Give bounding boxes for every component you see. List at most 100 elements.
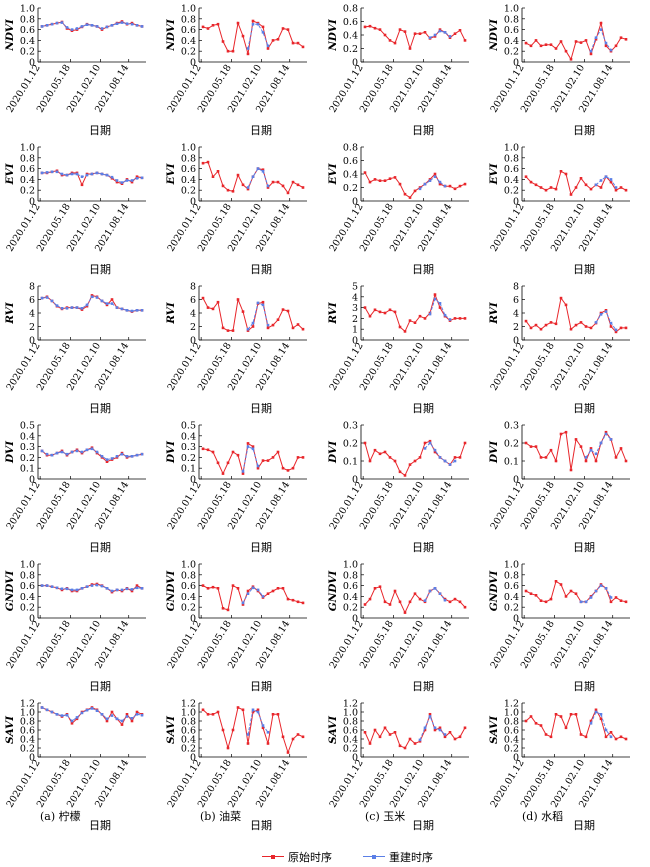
data-point [539, 186, 543, 189]
data-point [85, 303, 89, 307]
data-point [251, 586, 255, 590]
data-point [428, 312, 432, 316]
data-point [594, 589, 598, 593]
y-axis-label: SAVI [327, 715, 339, 744]
data-point [599, 441, 603, 445]
data-point [201, 447, 205, 451]
data-point [201, 161, 205, 165]
data-point [110, 710, 114, 714]
data-point [286, 309, 290, 313]
y-tick-label: 0 [513, 58, 519, 69]
y-tick-label: 8 [29, 282, 35, 293]
data-point [448, 731, 452, 734]
data-point [241, 472, 245, 475]
data-point [579, 733, 583, 736]
y-tick-label: 0.6 [504, 581, 519, 592]
data-point [423, 728, 427, 732]
data-point [453, 187, 457, 191]
data-point [246, 329, 250, 332]
data-point [423, 441, 427, 445]
y-tick-label: 6 [513, 295, 519, 306]
data-point [251, 447, 255, 451]
data-point [363, 306, 367, 309]
y-tick-label: 1.0 [20, 4, 35, 15]
data-point [65, 26, 69, 29]
y-tick-label: 0.2 [181, 603, 196, 614]
x-axis-label: 日期 [573, 680, 595, 693]
y-axis-label: GNDVI [488, 570, 500, 612]
data-point [40, 171, 44, 175]
data-point [378, 452, 382, 456]
data-point [45, 452, 49, 456]
data-point [85, 448, 89, 452]
data-point [291, 598, 295, 602]
y-tick-label: 1.0 [504, 4, 519, 15]
data-point [363, 441, 367, 445]
data-point [140, 25, 144, 28]
caption-a: (a) 柠檬 [40, 810, 81, 823]
data-point [135, 309, 139, 312]
data-point [594, 183, 598, 187]
data-point [624, 600, 628, 604]
data-point [95, 296, 99, 299]
data-point [90, 447, 94, 451]
data-point [383, 600, 387, 604]
y-tick-label: 0.2 [20, 47, 35, 58]
data-point [301, 327, 305, 331]
data-point [378, 735, 382, 739]
data-point [453, 32, 457, 35]
data-point [90, 295, 94, 299]
y-tick-label: 0.4 [181, 175, 196, 186]
data-point [125, 715, 129, 718]
data-point [609, 321, 613, 325]
x-axis-label: 日期 [89, 680, 111, 693]
y-tick-label: 0.4 [504, 592, 519, 603]
data-point [130, 179, 134, 182]
y-tick-label: 0.8 [20, 153, 35, 164]
chart-panel: 00.20.40.60.81.0GNDVI2020.01.122020.05.1… [488, 560, 630, 693]
data-point [594, 459, 598, 463]
data-point [403, 746, 407, 750]
data-point [266, 731, 270, 734]
y-tick-label: 0.8 [504, 153, 519, 164]
data-point [579, 41, 583, 44]
y-tick-label: 0 [190, 475, 196, 486]
y-axis-label: RVI [4, 301, 16, 324]
data-point [423, 317, 427, 320]
data-point [276, 587, 280, 590]
data-point [60, 307, 64, 310]
data-point [453, 737, 457, 741]
data-point [453, 317, 457, 320]
chart-panel: 00.20.40.60.81.0GNDVI2020.01.122020.05.1… [165, 560, 307, 693]
data-point [589, 722, 593, 725]
data-point [115, 455, 119, 458]
data-point [614, 456, 618, 459]
data-point [554, 47, 558, 50]
data-point [363, 171, 367, 174]
data-point [584, 735, 588, 739]
chart-panel: 00.20.40.60.81.0EVI2020.01.122020.05.182… [4, 143, 146, 276]
data-point [443, 459, 447, 463]
data-point [55, 170, 59, 174]
data-point [624, 459, 628, 463]
data-point [115, 22, 119, 25]
data-point [619, 735, 623, 739]
data-point [388, 733, 392, 736]
data-point [453, 459, 457, 463]
y-tick-label: 3 [352, 303, 358, 314]
data-point [599, 717, 603, 721]
chart-panel: 00.20.40.60.81.0NDVI2020.01.122020.05.18… [488, 4, 630, 137]
y-tick-label: 1.0 [504, 143, 519, 154]
data-point [115, 180, 119, 184]
data-point [544, 188, 548, 192]
data-point [614, 596, 618, 599]
series-line [585, 433, 612, 458]
y-tick-label: 0.6 [343, 581, 358, 592]
data-point [433, 448, 437, 452]
data-point [135, 710, 139, 714]
y-tick-label: 0 [190, 197, 196, 208]
data-point [105, 173, 109, 177]
data-point [408, 463, 412, 466]
data-point [554, 713, 558, 716]
data-point [368, 180, 372, 184]
